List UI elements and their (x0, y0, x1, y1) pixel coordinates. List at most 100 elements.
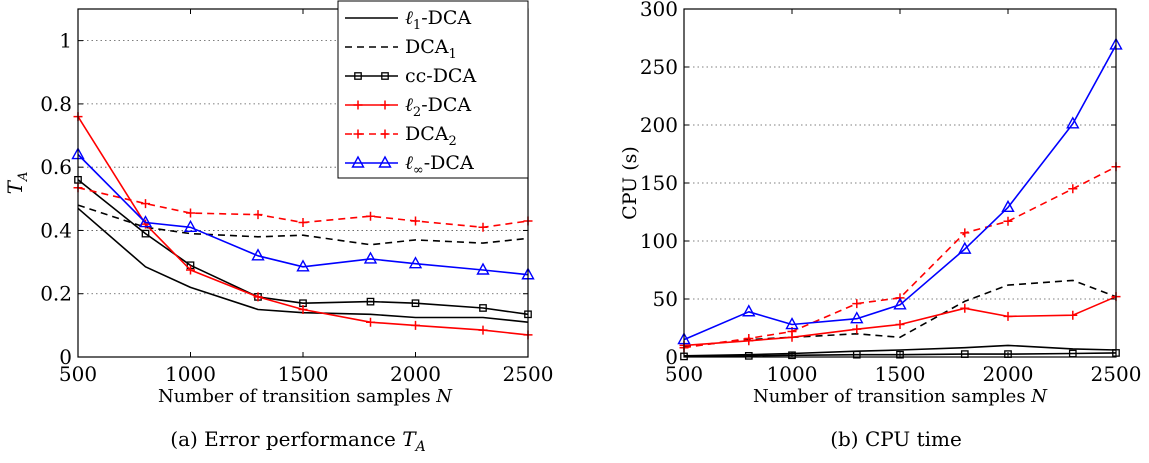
data-point-l2-dca (253, 292, 263, 302)
series-line-l1-dca (683, 344, 1117, 357)
series-cc-dca (74, 175, 532, 319)
chart-b-grid (684, 66, 1116, 300)
data-point-dca2 (744, 333, 754, 343)
x-tick-label: 2000 (983, 362, 1034, 386)
legend-marker-linf-dca (351, 155, 365, 168)
data-point-l2-dca (852, 324, 862, 334)
data-point-linf-dca (251, 248, 265, 261)
data-point-cc-dca (896, 350, 904, 359)
data-point-cc-dca (744, 351, 753, 360)
data-point-linf-dca (785, 317, 799, 330)
y-tick-label: 1 (59, 29, 72, 53)
legend-marker-cc-dca (354, 72, 362, 80)
data-point-l2-dca (1003, 311, 1013, 321)
chart-b-y-axis-label: CPU (s) (619, 146, 641, 220)
data-point-cc-dca (411, 299, 420, 308)
legend-label-linf-dca: ℓ∞-DCA (405, 152, 474, 178)
chart-a-series (71, 112, 535, 340)
data-point-cc-dca (852, 350, 861, 359)
y-tick-label: 200 (640, 113, 678, 137)
data-point-dca2 (366, 211, 375, 221)
data-point-l2-dca (366, 317, 375, 327)
chart-a-y-axis-label: TA (3, 172, 31, 195)
y-tick-label: 0.4 (40, 218, 72, 242)
legend-label-dca1: DCA1 (405, 36, 457, 62)
data-point-cc-dca (479, 304, 487, 312)
y-tick-label: 0.8 (40, 92, 72, 116)
data-point-linf-dca (1001, 199, 1015, 213)
data-point-dca2 (960, 228, 970, 238)
data-point-l2-dca (1068, 310, 1078, 320)
data-point-dca2 (1003, 216, 1013, 226)
y-tick-label: 50 (653, 287, 678, 311)
chart-a-caption: (a) Error performance TA (170, 427, 425, 455)
chart-b-ticks: 0 50 100 150 200 250 300 500 1000 1500 2000 2500 (640, 0, 1142, 386)
y-tick-label: 0 (59, 345, 72, 369)
data-point-linf-dca (476, 262, 490, 275)
series-line-linf-dca (683, 44, 1117, 341)
data-point-linf-dca (893, 297, 907, 310)
data-point-linf-dca (296, 259, 310, 272)
y-tick-label: 0.6 (40, 155, 72, 179)
chart-a-legend: ℓ1-DCA DCA1 cc-DCA ℓ2-DCA DCA2 ℓ∞-DCA (337, 0, 529, 179)
legend-label-l1-dca: ℓ1-DCA (405, 7, 471, 33)
x-tick-label: 2000 (390, 362, 441, 386)
series-l2-dca (73, 112, 533, 340)
data-point-l2-dca (411, 320, 420, 330)
data-point-linf-dca (742, 304, 756, 317)
x-tick-label: 500 (59, 362, 97, 386)
data-point-dca2 (298, 218, 308, 228)
series-line-dca1 (683, 279, 1117, 348)
data-point-dca2 (411, 216, 420, 226)
data-point-linf-dca (138, 215, 153, 228)
series-line-dca2 (683, 166, 1117, 349)
y-tick-label: 0 (665, 345, 678, 369)
legend-marker-l2-dca (353, 100, 363, 110)
legend-box (337, 0, 529, 179)
legend-marker-l2-dca (380, 100, 390, 110)
series-l1-dca (683, 344, 1117, 357)
data-point-linf-dca (363, 251, 378, 264)
data-point-linf-dca (408, 256, 423, 269)
x-tick-label: 2500 (1091, 362, 1142, 386)
x-tick-label: 500 (665, 362, 703, 386)
data-point-linf-dca (1066, 116, 1080, 129)
series-line-linf-dca (77, 153, 529, 276)
series-line-cc-dca (77, 179, 529, 316)
legend-marker-dca2 (380, 129, 390, 139)
chart-b-x-axis-label: Number of transition samples N (753, 386, 1048, 407)
x-tick-label: 1500 (278, 362, 329, 386)
x-tick-label: 1500 (875, 362, 926, 386)
data-point-dca2 (478, 222, 488, 232)
data-point-l2-dca (960, 303, 970, 313)
data-point-linf-dca (958, 241, 972, 254)
data-point-linf-dca (850, 311, 864, 324)
data-point-l2-dca (895, 320, 905, 330)
y-tick-label: 300 (640, 0, 678, 21)
chart-a-x-axis-label: Number of transition samples N (158, 386, 453, 407)
legend-marker-linf-dca (378, 155, 392, 168)
legend-label-l2-dca: ℓ2-DCA (405, 94, 471, 120)
data-point-l2-dca (298, 305, 308, 315)
data-point-cc-dca (141, 229, 150, 238)
series-dca1 (683, 279, 1117, 348)
data-point-cc-dca (366, 297, 375, 306)
chart-b-caption: (b) CPU time (830, 427, 962, 451)
series-linf-dca (677, 37, 1123, 345)
y-tick-label: 100 (640, 229, 678, 253)
data-point-l2-dca (478, 325, 488, 335)
x-tick-label: 1000 (767, 362, 818, 386)
series-dca1 (77, 204, 529, 246)
series-line-dca1 (77, 204, 529, 246)
data-point-dca2 (852, 299, 862, 309)
data-point-dca2 (1068, 184, 1078, 194)
x-tick-label: 1000 (165, 362, 216, 386)
y-tick-label: 250 (640, 55, 678, 79)
legend-marker-cc-dca (381, 72, 389, 80)
data-point-dca2 (186, 208, 195, 218)
legend-marker-dca2 (353, 129, 363, 139)
data-point-dca2 (253, 210, 263, 220)
